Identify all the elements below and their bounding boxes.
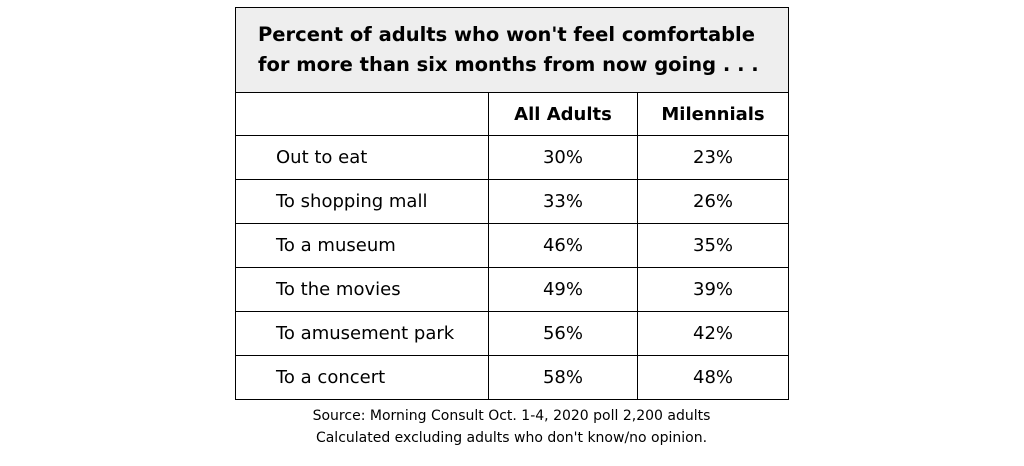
table-title-line-2: for more than six months from now going …: [258, 53, 759, 76]
survey-table: Percent of adults who won't feel comfort…: [234, 7, 790, 400]
cell-milennials: 39%: [636, 267, 790, 312]
column-header-milennials: Milennials: [636, 92, 790, 136]
table-row: Out to eat 30% 23%: [235, 135, 790, 180]
calculation-note: Calculated excluding adults who don't kn…: [315, 430, 708, 446]
table-row: To shopping mall 33% 26%: [235, 179, 790, 224]
cell-milennials: 23%: [636, 135, 790, 180]
table-row: To a concert 58% 48%: [235, 355, 790, 400]
table-row: To a museum 46% 35%: [235, 223, 790, 268]
column-header-row: All Adults Milennials: [235, 92, 790, 136]
column-header-all-adults: All Adults: [488, 92, 638, 136]
row-label: To a concert: [235, 355, 489, 400]
row-label: Out to eat: [235, 135, 489, 180]
table-title: Percent of adults who won't feel comfort…: [234, 7, 790, 93]
table-title-row: Percent of adults who won't feel comfort…: [234, 7, 790, 93]
source-note: Source: Morning Consult Oct. 1-4, 2020 p…: [312, 408, 711, 424]
cell-all-adults: 58%: [488, 355, 638, 400]
cell-milennials: 26%: [636, 179, 790, 224]
cell-all-adults: 56%: [488, 311, 638, 356]
table-row: To the movies 49% 39%: [235, 267, 790, 312]
cell-all-adults: 30%: [488, 135, 638, 180]
column-header-empty: [235, 92, 489, 136]
footnotes: Source: Morning Consult Oct. 1-4, 2020 p…: [235, 405, 788, 449]
cell-milennials: 42%: [636, 311, 790, 356]
cell-milennials: 35%: [636, 223, 790, 268]
row-label: To amusement park: [235, 311, 489, 356]
row-label: To shopping mall: [235, 179, 489, 224]
cell-milennials: 48%: [636, 355, 790, 400]
table-row: To amusement park 56% 42%: [235, 311, 790, 356]
row-label: To a museum: [235, 223, 489, 268]
cell-all-adults: 33%: [488, 179, 638, 224]
row-label: To the movies: [235, 267, 489, 312]
cell-all-adults: 49%: [488, 267, 638, 312]
survey-table-container: Percent of adults who won't feel comfort…: [234, 7, 790, 400]
cell-all-adults: 46%: [488, 223, 638, 268]
table-title-line-1: Percent of adults who won't feel comfort…: [258, 23, 755, 46]
